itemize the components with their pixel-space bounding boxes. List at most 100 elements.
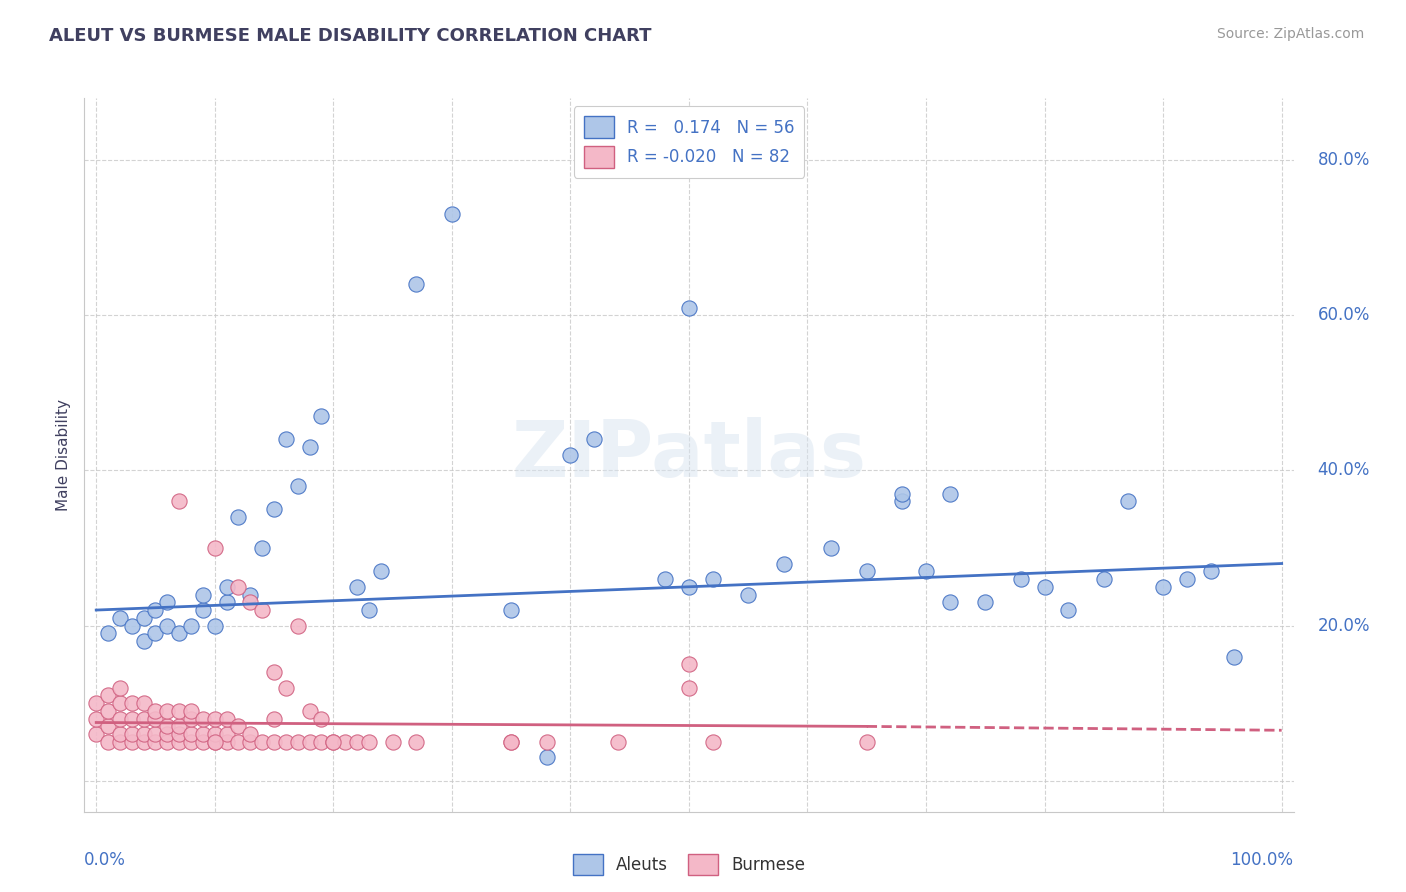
Point (204, 727, 226, 741)
Point (298, 735, 321, 749)
Point (191, 727, 214, 741)
Point (121, 712, 143, 726)
Point (108, 681, 131, 695)
Point (215, 727, 238, 741)
Point (239, 595, 262, 609)
Point (191, 712, 214, 726)
Point (191, 603, 214, 617)
Point (108, 727, 131, 741)
Point (145, 727, 167, 741)
Point (97, 735, 120, 749)
Legend: Aleuts, Burmese: Aleuts, Burmese (567, 847, 811, 882)
Point (145, 704, 167, 718)
Point (97, 704, 120, 718)
Point (311, 409, 333, 424)
Point (1033, 580, 1056, 594)
Point (167, 494, 190, 508)
Point (606, 735, 628, 749)
Point (583, 433, 606, 447)
Point (97, 626, 120, 640)
Point (772, 557, 794, 571)
Point (145, 712, 167, 726)
Point (938, 595, 960, 609)
Point (298, 440, 321, 454)
Point (180, 704, 202, 718)
Point (855, 564, 877, 578)
Point (132, 727, 155, 741)
Point (250, 735, 273, 749)
Point (180, 712, 202, 726)
Point (357, 735, 380, 749)
Point (132, 696, 155, 710)
Text: 40.0%: 40.0% (1317, 461, 1369, 479)
Point (239, 735, 262, 749)
Point (263, 502, 285, 516)
Text: ALEUT VS BURMESE MALE DISABILITY CORRELATION CHART: ALEUT VS BURMESE MALE DISABILITY CORRELA… (49, 27, 652, 45)
Point (346, 735, 368, 749)
Point (263, 712, 285, 726)
Point (1223, 649, 1246, 664)
Point (121, 735, 143, 749)
Point (440, 207, 463, 221)
Point (204, 735, 226, 749)
Point (191, 735, 214, 749)
Point (156, 618, 179, 632)
Point (891, 494, 914, 508)
Point (501, 603, 523, 617)
Point (156, 595, 179, 609)
Point (678, 580, 700, 594)
Point (654, 572, 676, 586)
Point (215, 595, 238, 609)
Point (84, 696, 107, 710)
Point (370, 564, 392, 578)
Point (678, 301, 700, 315)
Point (108, 696, 131, 710)
Point (855, 735, 877, 749)
Point (239, 588, 262, 602)
Point (191, 588, 214, 602)
Point (1152, 580, 1174, 594)
Point (311, 712, 333, 726)
Point (891, 486, 914, 500)
Point (974, 595, 997, 609)
Point (215, 735, 238, 749)
Point (702, 572, 724, 586)
Point (228, 510, 250, 524)
Point (145, 603, 167, 617)
Point (1175, 572, 1198, 586)
Point (167, 727, 190, 741)
Point (250, 541, 273, 555)
Point (204, 712, 226, 726)
Point (357, 603, 380, 617)
Point (737, 588, 759, 602)
Point (215, 580, 238, 594)
Point (84, 712, 107, 726)
Point (121, 618, 143, 632)
Point (180, 618, 202, 632)
Point (250, 603, 273, 617)
Text: 0.0%: 0.0% (84, 851, 127, 869)
Point (156, 704, 179, 718)
Point (239, 727, 262, 741)
Point (108, 735, 131, 749)
Point (156, 719, 179, 733)
Text: 60.0%: 60.0% (1317, 306, 1369, 325)
Point (915, 564, 938, 578)
Point (108, 611, 131, 625)
Point (287, 618, 309, 632)
Point (678, 681, 700, 695)
Point (156, 727, 179, 741)
Point (121, 727, 143, 741)
Point (536, 735, 558, 749)
Point (228, 580, 250, 594)
Point (167, 719, 190, 733)
Y-axis label: Male Disability: Male Disability (56, 399, 72, 511)
Point (311, 735, 333, 749)
Point (108, 712, 131, 726)
Point (287, 735, 309, 749)
Point (702, 735, 724, 749)
Point (287, 479, 309, 493)
Point (132, 611, 155, 625)
Point (298, 704, 321, 718)
Point (145, 626, 167, 640)
